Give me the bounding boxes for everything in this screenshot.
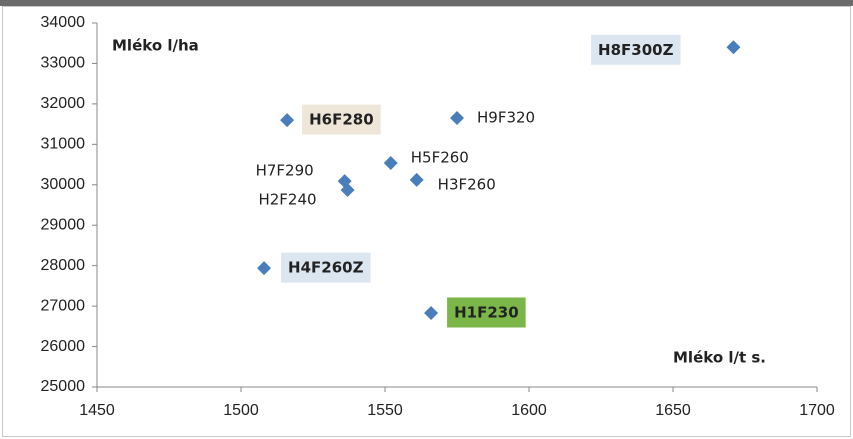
y-tick-label: 34000 (41, 14, 86, 31)
y-tick-label: 32000 (41, 95, 86, 112)
label-highlight (302, 104, 381, 135)
label-highlight (591, 34, 681, 65)
point (340, 183, 355, 198)
point (726, 40, 741, 55)
point-label: H2F240 (258, 191, 316, 209)
point-label-group: H7F290 (256, 162, 314, 180)
point-label: H7F290 (256, 162, 314, 180)
point-label: H8F300Z (598, 41, 674, 59)
y-tick-label: 33000 (41, 55, 86, 72)
top-bar (0, 0, 853, 6)
y-tick-label: 29000 (41, 216, 86, 233)
point-label: H4F260Z (288, 259, 364, 277)
point-label-group: H9F320 (477, 109, 535, 127)
point (450, 111, 464, 126)
point-label-group: H2F240 (258, 191, 316, 209)
x-axis-title: Mléko l/t s. (673, 349, 766, 367)
x-tick-label: 1550 (367, 402, 403, 419)
point (383, 155, 398, 170)
point-label-group: H4F260Z (281, 252, 371, 283)
point (424, 305, 439, 320)
x-tick-label: 1650 (655, 402, 691, 419)
point-label-group: H8F300Z (591, 34, 681, 65)
point-label-group: H6F280 (302, 104, 381, 135)
point-label-group: H1F230 (447, 297, 526, 328)
point-label-group: H5F260 (411, 148, 469, 166)
y-tick-label: 25000 (41, 378, 86, 395)
x-tick-label: 1450 (79, 402, 115, 419)
label-highlight (447, 297, 526, 328)
y-tick-label: 30000 (41, 176, 86, 193)
y-axis-title: Mléko l/ha (112, 37, 199, 55)
x-tick-label: 1500 (223, 402, 259, 419)
point-label: H9F320 (477, 109, 535, 127)
y-tick-label: 31000 (41, 136, 86, 153)
point (409, 172, 424, 187)
point-label: H6F280 (309, 111, 374, 129)
point-label: H5F260 (411, 148, 469, 166)
point-label: H1F230 (454, 303, 519, 321)
point-label: H3F260 (438, 175, 496, 193)
y-tick-label: 27000 (41, 297, 86, 314)
chart-frame (2, 6, 851, 437)
point (280, 113, 295, 128)
x-tick-label: 1600 (511, 402, 547, 419)
y-tick-label: 26000 (41, 338, 86, 355)
point-label-group: H3F260 (438, 175, 496, 193)
x-tick-label: 1700 (799, 402, 835, 419)
y-tick-label: 28000 (41, 257, 86, 274)
label-highlight (281, 252, 371, 283)
point (257, 261, 272, 276)
